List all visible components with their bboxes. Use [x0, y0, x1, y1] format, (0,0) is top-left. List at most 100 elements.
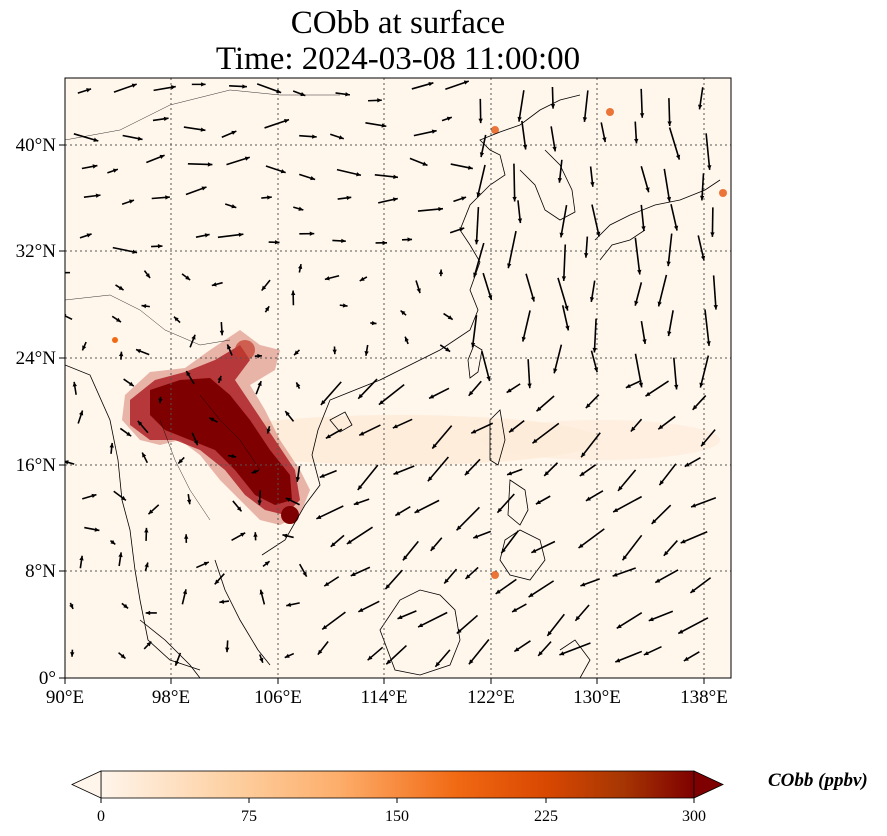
wind-arrow-head: [144, 562, 149, 568]
wind-arrow-head: [706, 341, 711, 346]
wind-arrow-shaft: [316, 505, 344, 520]
wind-arrow-head: [707, 165, 712, 170]
wind-arrow-shaft: [704, 309, 710, 346]
wind-arrow-shaft: [673, 357, 678, 390]
wind-arrow-head: [186, 499, 192, 505]
wind-arrow-head: [666, 261, 671, 267]
wind-arrow-shaft: [357, 378, 378, 400]
wind-arrow-shaft: [668, 127, 681, 160]
wind-arrow-head: [630, 426, 636, 432]
wind-arrow-head: [465, 574, 471, 579]
wind-arrow-head: [244, 156, 250, 161]
wind-arrow-head: [474, 239, 479, 245]
wind-arrow-head: [514, 647, 520, 652]
wind-arrow-head: [82, 345, 87, 351]
wind-arrow-head: [137, 420, 143, 426]
wind-arrow-shaft: [580, 432, 601, 458]
wind-arrow-head: [316, 514, 322, 519]
wind-arrow-head: [655, 578, 661, 583]
wind-arrow-head: [643, 651, 649, 656]
lat-tick-label: 40°N: [16, 135, 57, 156]
wind-arrow-head: [280, 169, 286, 174]
wind-arrow-head: [203, 561, 209, 566]
wind-arrow-head: [392, 424, 398, 429]
wind-arrow-head: [507, 263, 512, 269]
lat-tick-label: 24°N: [16, 348, 57, 369]
wind-arrow-head: [580, 582, 586, 587]
wind-arrow-head: [285, 498, 291, 502]
wind-arrow-head: [378, 400, 384, 405]
wind-arrow-head: [509, 427, 515, 433]
wind-arrow-head: [136, 349, 142, 354]
wind-arrow-head: [486, 376, 491, 382]
wind-arrow-head: [121, 495, 126, 501]
wind-arrow-head: [296, 382, 301, 388]
wind-arrow-shaft: [612, 495, 643, 513]
lat-tick-label: 16°N: [16, 455, 57, 476]
wind-arrow-head: [165, 195, 170, 200]
wind-arrow-shaft: [476, 164, 486, 198]
wind-arrow-shaft: [455, 506, 480, 531]
wind-arrow-head: [464, 470, 470, 476]
wind-arrow-shaft: [560, 205, 568, 238]
wind-arrow-head: [461, 196, 467, 201]
cobb-hotspot: [112, 108, 727, 579]
wind-arrow-head: [209, 417, 215, 422]
wind-arrow-head: [459, 227, 465, 232]
wind-arrow-head: [148, 509, 154, 515]
wind-arrow-shaft: [699, 355, 710, 388]
wind-arrow-shaft: [591, 204, 600, 237]
wind-arrow-head: [438, 269, 444, 275]
wind-arrow-head: [538, 651, 543, 656]
wind-arrow-shaft: [531, 422, 560, 444]
wind-arrow-head: [324, 276, 330, 281]
wind-arrow-head: [468, 390, 474, 396]
wind-arrow-shaft: [385, 644, 407, 665]
wind-arrow-head: [94, 527, 100, 532]
wind-arrow-head: [616, 624, 622, 629]
wind-arrow-head: [131, 83, 137, 88]
wind-arrow-head: [553, 368, 558, 374]
wind-arrow-head: [312, 134, 317, 139]
wind-arrow-head: [359, 276, 365, 281]
wind-arrow-head: [353, 500, 359, 506]
wind-arrow-head: [522, 144, 528, 150]
wind-arrow-shaft: [712, 275, 717, 310]
wind-arrow-head: [531, 548, 537, 553]
wind-arrow-head: [193, 440, 198, 446]
wind-arrow-shaft: [578, 528, 605, 549]
wind-arrow-shaft: [522, 310, 531, 342]
wind-arrow-shaft: [321, 611, 346, 631]
wind-arrow-head: [184, 534, 189, 539]
wind-arrow-shaft: [481, 350, 491, 382]
wind-arrow-head: [86, 233, 92, 238]
wind-arrow-head: [92, 164, 98, 169]
wind-arrow-head: [690, 588, 696, 593]
wind-arrow-head: [386, 659, 392, 665]
plot-title-line2: Time: 2024-03-08 11:00:00: [215, 41, 581, 77]
lon-tick-label: 138°E: [680, 687, 728, 708]
wind-arrow-head: [350, 572, 356, 576]
wind-arrow-shaft: [614, 650, 643, 663]
wind-arrow-head: [638, 382, 644, 388]
map-frame: [64, 77, 732, 679]
wind-arrow-head: [201, 186, 207, 191]
wind-arrow-head: [575, 615, 581, 621]
wind-arrow-head: [93, 137, 99, 142]
wind-arrow-head: [663, 550, 669, 556]
wind-arrow-head: [294, 350, 299, 356]
wind-arrow-head: [699, 382, 704, 388]
wind-arrow-head: [385, 584, 391, 590]
wind-arrow-head: [276, 89, 282, 94]
wind-arrow-shaft: [475, 206, 480, 245]
wind-arrow-head: [593, 367, 599, 373]
wind-arrow-head: [634, 300, 639, 306]
wind-arrow-head: [470, 342, 476, 348]
wind-arrow-head: [178, 458, 183, 464]
wind-arrow-head: [345, 92, 350, 97]
wind-arrow-shaft: [431, 425, 453, 450]
wind-arrow-head: [282, 533, 288, 538]
wind-arrow-head: [527, 383, 532, 389]
wind-arrow-head: [302, 571, 307, 577]
